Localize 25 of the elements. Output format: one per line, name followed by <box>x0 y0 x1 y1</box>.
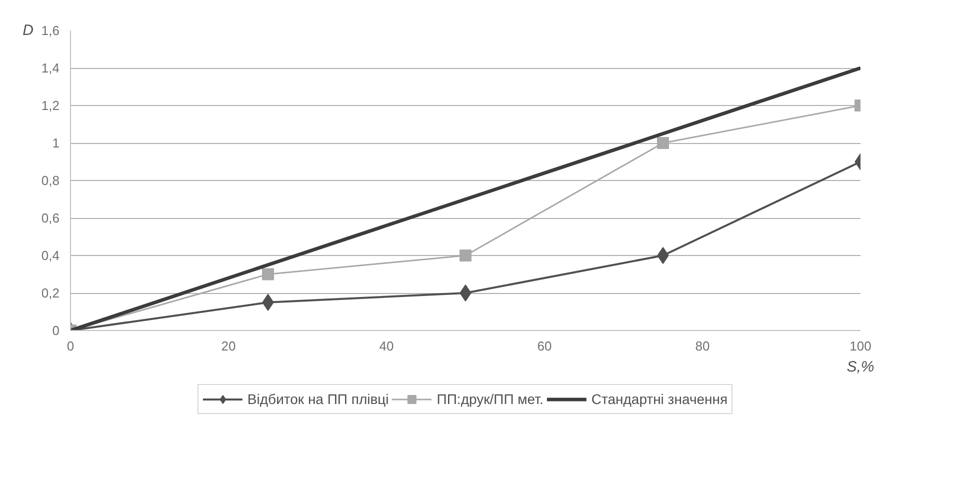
x-tick-label: 80 <box>695 338 710 354</box>
y-axis-title: D <box>22 22 34 39</box>
point <box>657 137 669 149</box>
x-tick-label: 0 <box>66 338 74 354</box>
y-tick-label: 0,2 <box>41 286 60 300</box>
y-tick-label: 0,4 <box>41 248 60 263</box>
legend-label: Стандартні значення <box>591 391 728 407</box>
y-tick-label: 0,6 <box>41 210 60 226</box>
point <box>657 247 669 264</box>
x-tick-label: 100 <box>850 338 872 354</box>
point <box>460 284 472 302</box>
x-tick-label: 40 <box>379 338 394 354</box>
y-tick-label: 1,6 <box>41 23 60 38</box>
y-tick-label: 1,4 <box>41 60 60 76</box>
y-tick-label: 1,2 <box>41 98 60 113</box>
legend-label: ПП:друк/ПП мет. <box>436 391 544 407</box>
y-tick-label: 1 <box>52 136 60 150</box>
x-tick-label: 20 <box>221 338 236 354</box>
x-axis-title: S,% <box>846 358 874 376</box>
point <box>460 250 472 262</box>
legend-label: Відбиток на ПП плівці <box>247 391 389 407</box>
y-tick-label: 0,8 <box>41 173 60 188</box>
x-tick-label: 60 <box>537 338 552 354</box>
y-tick-label: 0 <box>52 323 60 338</box>
point <box>262 268 274 280</box>
